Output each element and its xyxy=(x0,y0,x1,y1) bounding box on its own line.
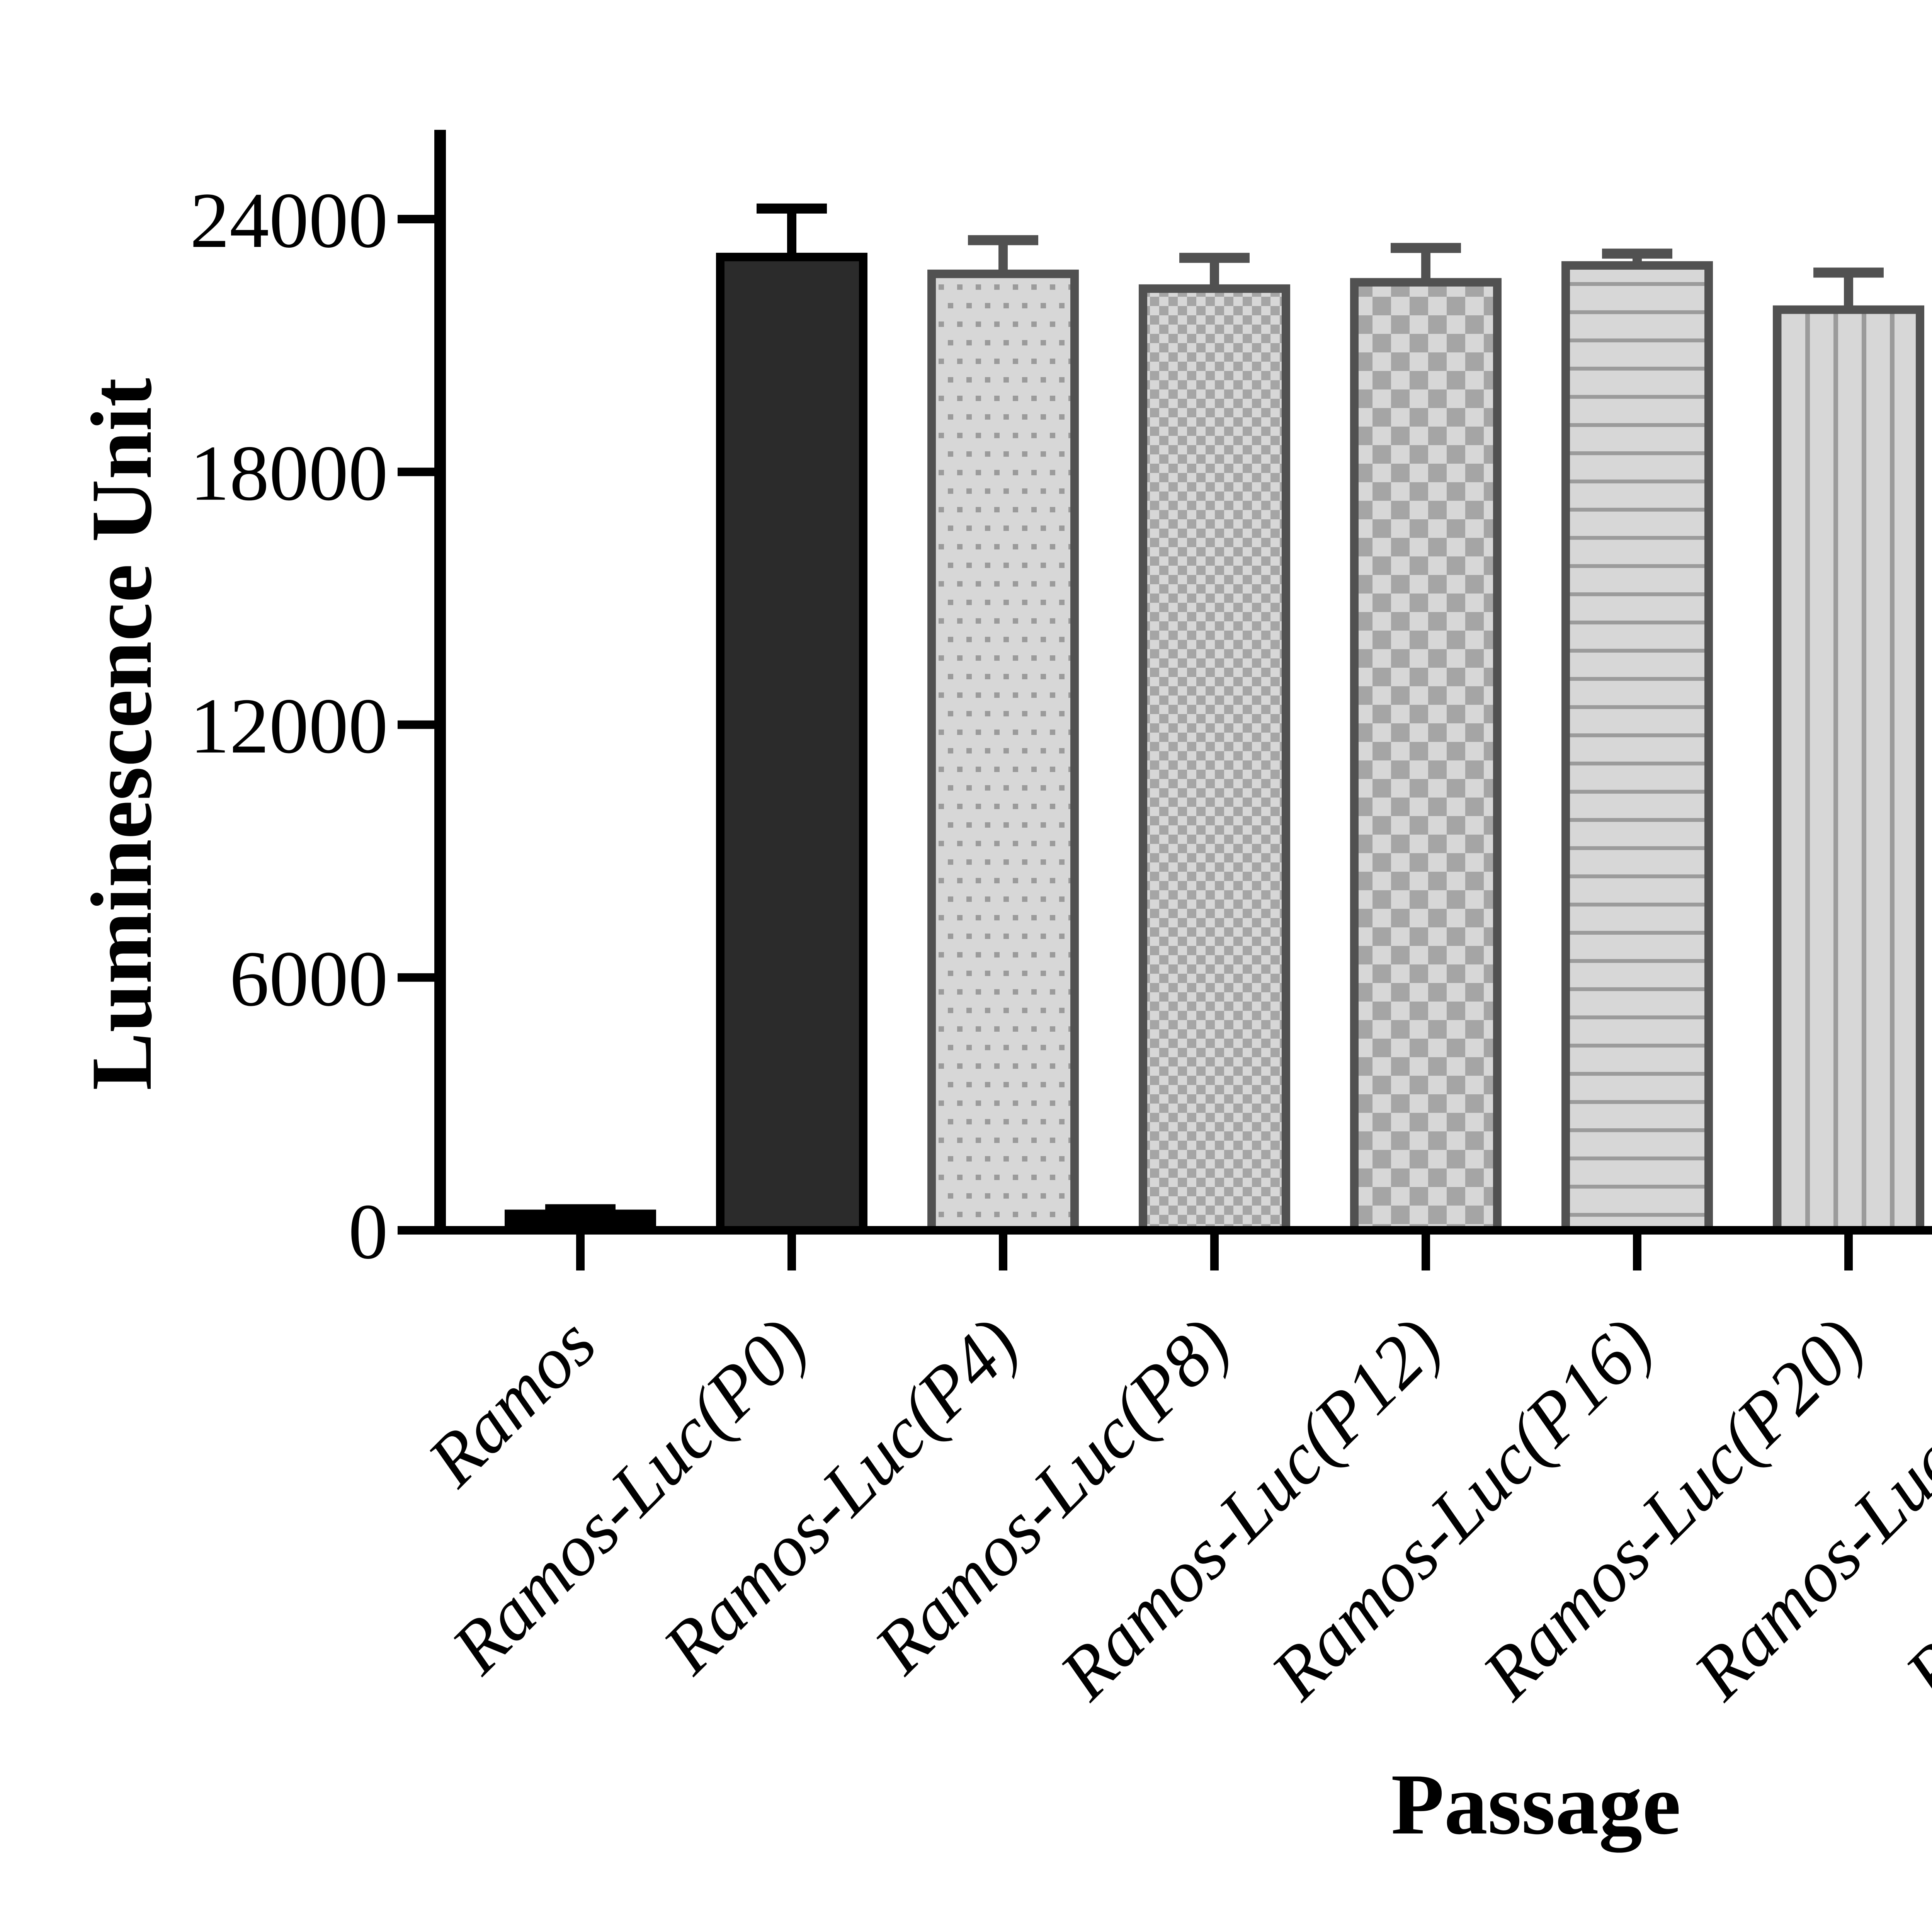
y-axis-title: Luminescence Unit xyxy=(73,378,170,1090)
axes-layer xyxy=(398,130,1932,1270)
x-tick-label-ramos-luc-p20: Ramos-Luc(P20) xyxy=(1467,1303,1879,1715)
x-tick-ramos-luc-p12 xyxy=(1422,1235,1430,1270)
x-tick-label-ramos-luc-p12: Ramos-Luc(P12) xyxy=(1044,1303,1457,1715)
x-tick-ramos-luc-p0 xyxy=(787,1235,796,1270)
error-cap-ramos-luc-p4 xyxy=(968,235,1038,245)
bar-ramos-luc-p8 xyxy=(1139,284,1290,1235)
error-bar-ramos-luc-p0 xyxy=(787,208,796,261)
bar-ramos-luc-p0 xyxy=(716,253,867,1235)
bar-ramos-luc-p12 xyxy=(1350,278,1502,1235)
x-tick-ramos xyxy=(576,1235,585,1270)
y-tick-label-24000: 24000 xyxy=(190,177,388,264)
y-tick-label-18000: 18000 xyxy=(190,429,388,517)
y-tick-24000 xyxy=(398,215,434,223)
error-cap-ramos-luc-p8 xyxy=(1179,253,1250,263)
bar-ramos-luc-p4 xyxy=(927,269,1079,1235)
y-tick-6000 xyxy=(398,973,434,982)
y-tick-12000 xyxy=(398,720,434,729)
y-axis-line xyxy=(434,130,446,1235)
y-tick-label-6000: 6000 xyxy=(230,935,388,1023)
bar-ramos-luc-p20 xyxy=(1773,305,1924,1235)
x-tick-label-ramos-luc-p4: Ramos-Luc(P4) xyxy=(647,1303,1034,1689)
x-tick-label-ramos-luc-p0: Ramos-Luc(P0) xyxy=(436,1303,823,1689)
x-tick-ramos-luc-p8 xyxy=(1210,1235,1219,1270)
x-tick-ramos-luc-p16 xyxy=(1633,1235,1641,1270)
bars-layer xyxy=(505,253,1924,1235)
x-tick-label-ramos-luc-p16: Ramos-Luc(P16) xyxy=(1255,1303,1668,1715)
error-cap-ramos-luc-p16 xyxy=(1602,248,1672,259)
error-cap-ramos-luc-p12 xyxy=(1391,243,1461,253)
y-tick-label-0: 0 xyxy=(349,1188,388,1276)
x-axis-line xyxy=(434,1226,1932,1235)
error-cap-ramos-luc-p0 xyxy=(757,203,827,214)
x-tick-label-ramos: Ramos xyxy=(412,1303,611,1502)
y-tick-label-12000: 12000 xyxy=(190,682,388,770)
x-tick-ramos-luc-p20 xyxy=(1844,1235,1853,1270)
x-axis-title: Passage xyxy=(1391,1756,1681,1853)
error-cap-ramos-luc-p20 xyxy=(1813,267,1884,278)
x-tick-ramos-luc-p4 xyxy=(999,1235,1007,1270)
y-tick-0 xyxy=(398,1226,434,1235)
y-tick-18000 xyxy=(398,468,434,476)
bar-ramos-luc-p16 xyxy=(1561,261,1713,1235)
x-tick-label-ramos-luc-p8: Ramos-Luc(P8) xyxy=(859,1303,1245,1689)
